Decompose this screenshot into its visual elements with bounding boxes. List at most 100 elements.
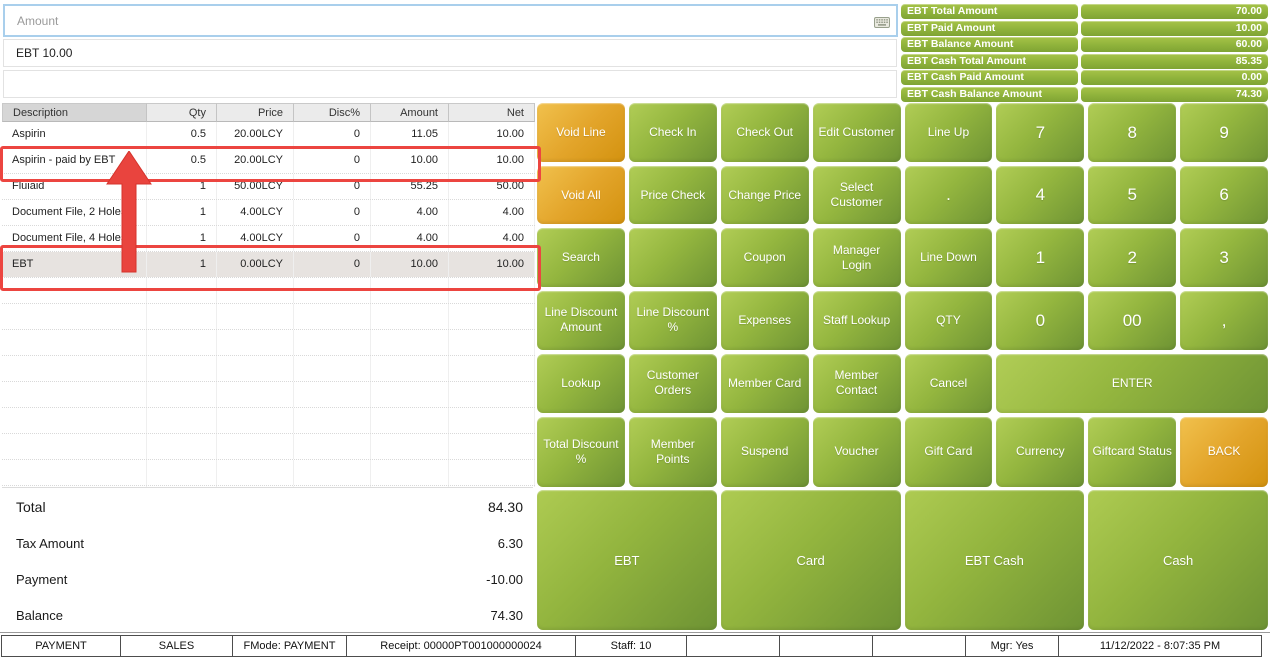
column-header-description[interactable]: Description (2, 103, 147, 122)
cell-description: Fluiaid (2, 174, 147, 199)
keypad-line-up[interactable]: Line Up (904, 103, 993, 162)
keyboard-icon[interactable] (874, 15, 890, 28)
cell-amount: 55.25 (371, 174, 449, 199)
pay-card[interactable]: Card (720, 490, 901, 630)
keypad-manager-login[interactable]: Manager Login (812, 228, 901, 288)
table-row-empty[interactable] (2, 356, 535, 382)
keypad-7[interactable]: 7 (996, 103, 1085, 162)
ebt-summary-label: EBT Cash Total Amount (901, 53, 1078, 69)
table-row-empty[interactable] (2, 382, 535, 408)
keypad-member-points[interactable]: Member Points (628, 416, 717, 487)
keypad-expenses[interactable]: Expenses (720, 291, 809, 350)
keypad-member-card[interactable]: Member Card (720, 353, 809, 413)
table-row-empty[interactable] (2, 434, 535, 460)
keypad-suspend[interactable]: Suspend (720, 416, 809, 487)
table-row[interactable]: Document File, 2 Holes 1 4.00LCY 0 4.00 4.00 (2, 200, 535, 226)
cell-amount: 4.00 (371, 200, 449, 225)
column-header-qty[interactable]: Qty (147, 103, 217, 122)
keypad-total-discount-percent[interactable]: Total Discount % (537, 416, 625, 487)
cell-empty (2, 278, 147, 303)
status-cell-sales: SALES (120, 635, 233, 657)
column-header-disc-percent[interactable]: Disc% (294, 103, 371, 122)
cell-empty (2, 460, 147, 485)
table-row[interactable]: EBT 1 0.00LCY 0 10.00 10.00 (2, 252, 535, 278)
pay-ebt-cash[interactable]: EBT Cash (904, 490, 1085, 630)
table-row-empty[interactable] (2, 330, 535, 356)
cell-price: 4.00LCY (217, 200, 294, 225)
cell-net: 10.00 (449, 148, 535, 173)
pay-cash[interactable]: Cash (1088, 490, 1268, 630)
keypad-back[interactable]: BACK (1180, 416, 1268, 487)
cell-empty (217, 356, 294, 381)
keypad: Void Line Check In Check Out Edit Customer L… (537, 103, 1268, 487)
keypad-check-out[interactable]: Check Out (720, 103, 809, 162)
keypad-qty[interactable]: QTY (904, 291, 993, 350)
cell-qty: 1 (147, 226, 217, 251)
cell-qty: 1 (147, 252, 217, 277)
keypad-0[interactable]: 0 (996, 291, 1085, 350)
keypad-staff-lookup[interactable]: Staff Lookup (812, 291, 901, 350)
pay-ebt[interactable]: EBT (537, 490, 717, 630)
keypad-voucher[interactable]: Voucher (812, 416, 901, 487)
table-row[interactable]: Fluiaid 1 50.00LCY 0 55.25 50.00 (2, 174, 535, 200)
keypad-6[interactable]: 6 (1180, 165, 1268, 225)
total-row-balance: Balance 74.30 (2, 608, 533, 623)
keypad-line-down[interactable]: Line Down (904, 228, 993, 288)
total-label: Payment (16, 571, 68, 587)
cell-empty (217, 460, 294, 485)
cell-net: 50.00 (449, 174, 535, 199)
ebt-summary-value: 74.30 (1081, 86, 1268, 102)
column-header-net[interactable]: Net (449, 103, 535, 122)
keypad-8[interactable]: 8 (1088, 103, 1177, 162)
keypad-void-all[interactable]: Void All (537, 165, 625, 225)
cell-empty (147, 486, 217, 487)
cell-empty (147, 408, 217, 433)
table-row-empty[interactable] (2, 486, 535, 487)
keypad-3[interactable]: 3 (1180, 228, 1268, 288)
keypad-customer-orders[interactable]: Customer Orders (628, 353, 717, 413)
cell-empty (371, 304, 449, 329)
keypad-edit-customer[interactable]: Edit Customer (812, 103, 901, 162)
table-row[interactable]: Aspirin - paid by EBT 0.5 20.00LCY 0 10.00 10… (2, 148, 535, 174)
table-row[interactable]: Aspirin 0.5 20.00LCY 0 11.05 10.00 (2, 122, 535, 148)
keypad-2[interactable]: 2 (1088, 228, 1177, 288)
keypad-blank[interactable] (628, 228, 717, 288)
keypad-giftcard-status[interactable]: Giftcard Status (1088, 416, 1177, 487)
ebt-summary-row: EBT Cash Total Amount 85.35 (901, 53, 1268, 69)
keypad-lookup[interactable]: Lookup (537, 353, 625, 413)
keypad-00[interactable]: 00 (1088, 291, 1177, 350)
cell-empty (371, 460, 449, 485)
table-row-empty[interactable] (2, 304, 535, 330)
keypad-5[interactable]: 5 (1088, 165, 1177, 225)
keypad-member-contact[interactable]: Member Contact (812, 353, 901, 413)
table-row-empty[interactable] (2, 460, 535, 486)
table-row[interactable]: Document File, 4 Holes 1 4.00LCY 0 4.00 4.00 (2, 226, 535, 252)
keypad-check-in[interactable]: Check In (628, 103, 717, 162)
amount-input[interactable] (3, 4, 898, 37)
status-cell-empty (779, 635, 873, 657)
keypad-comma[interactable]: , (1180, 291, 1268, 350)
keypad-4[interactable]: 4 (996, 165, 1085, 225)
keypad-void-line[interactable]: Void Line (537, 103, 625, 162)
keypad-1[interactable]: 1 (996, 228, 1085, 288)
ebt-summary-row: EBT Paid Amount 10.00 (901, 20, 1268, 36)
keypad-enter[interactable]: ENTER (996, 353, 1268, 413)
keypad-change-price[interactable]: Change Price (720, 165, 809, 225)
keypad-cancel[interactable]: Cancel (904, 353, 993, 413)
keypad-line-discount-amount[interactable]: Line Discount Amount (537, 291, 625, 350)
cell-empty (449, 330, 535, 355)
keypad-search[interactable]: Search (537, 228, 625, 288)
column-header-amount[interactable]: Amount (371, 103, 449, 122)
keypad-currency[interactable]: Currency (996, 416, 1085, 487)
keypad-select-customer[interactable]: Select Customer (812, 165, 901, 225)
table-row-empty[interactable] (2, 408, 535, 434)
keypad-9[interactable]: 9 (1180, 103, 1268, 162)
status-cell-11-12-2022-8: 11/12/2022 - 8:07:35 PM (1058, 635, 1262, 657)
table-row-empty[interactable] (2, 278, 535, 304)
keypad-decimal[interactable]: . (904, 165, 993, 225)
keypad-line-discount-percent[interactable]: Line Discount % (628, 291, 717, 350)
keypad-price-check[interactable]: Price Check (628, 165, 717, 225)
keypad-gift-card[interactable]: Gift Card (904, 416, 993, 487)
column-header-price[interactable]: Price (217, 103, 294, 122)
keypad-coupon[interactable]: Coupon (720, 228, 809, 288)
